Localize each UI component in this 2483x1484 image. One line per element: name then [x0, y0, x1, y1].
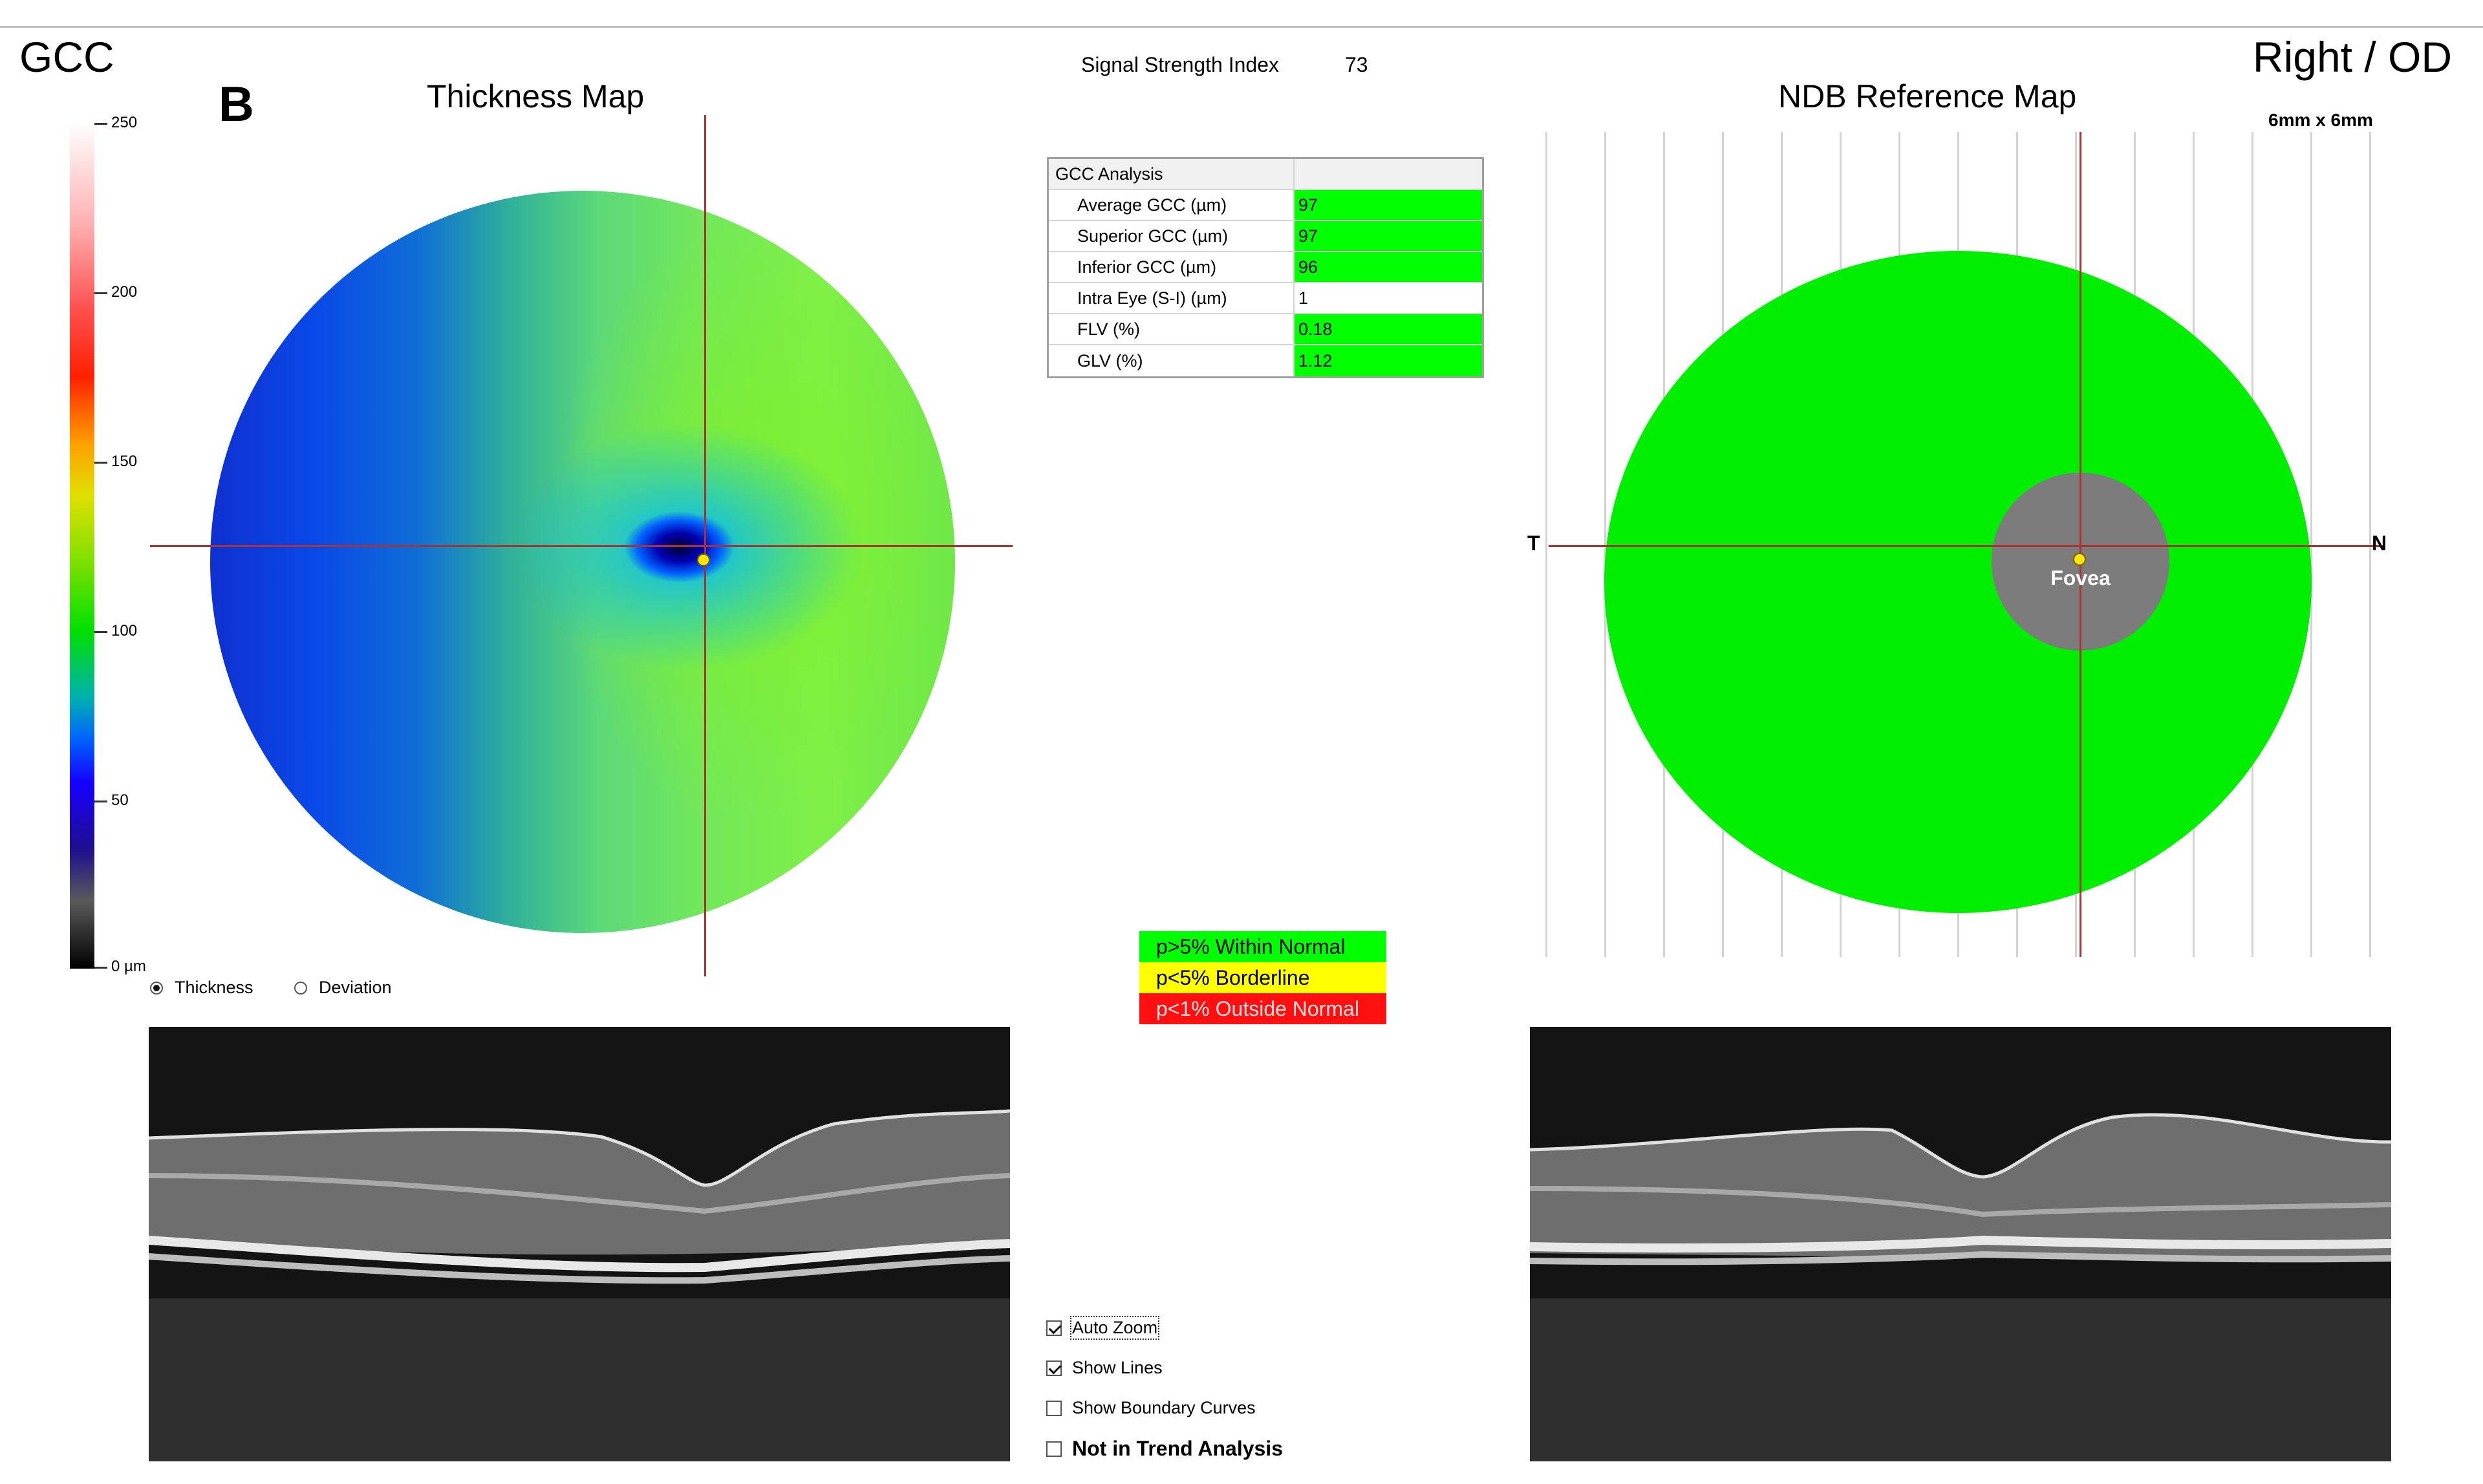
table-row: Intra Eye (S-I) (µm) 1 — [1049, 283, 1482, 314]
deviation-radio-label: Deviation — [319, 978, 392, 997]
row-value: 97 — [1295, 221, 1482, 251]
scale-label: 100 — [111, 622, 138, 640]
crosshair-vertical — [704, 115, 706, 976]
scale-label: 250 — [111, 114, 138, 131]
header-divider — [0, 26, 2483, 28]
thickness-map-title: Thickness Map — [427, 78, 645, 114]
scale-label: 200 — [111, 283, 138, 301]
table-row: Superior GCC (µm) 97 — [1049, 221, 1482, 252]
table-row: FLV (%) 0.18 — [1049, 314, 1482, 345]
crosshair-vertical — [2080, 132, 2081, 957]
radio-indicator[interactable] — [294, 981, 307, 995]
panel-letter: B — [219, 77, 254, 132]
table-header-label: GCC Analysis — [1049, 159, 1295, 189]
radio-indicator[interactable] — [150, 981, 163, 995]
legend-outside-normal: p<1% Outside Normal — [1139, 993, 1386, 1024]
gcc-analysis-table: GCC Analysis Average GCC (µm) 97 Superio… — [1047, 157, 1484, 378]
show-lines-checkbox[interactable]: Show Lines — [1046, 1358, 1163, 1378]
scan-size-label: 6mm x 6mm — [2268, 110, 2373, 130]
checkbox-box[interactable] — [1046, 1320, 1062, 1336]
row-label: Intra Eye (S-I) (µm) — [1049, 283, 1295, 313]
show-boundary-curves-checkbox[interactable]: Show Boundary Curves — [1046, 1398, 1256, 1418]
oct-bscan-vertical[interactable] — [1530, 1027, 2391, 1461]
signal-strength-label: Signal Strength Index — [1081, 53, 1279, 76]
row-label: GLV (%) — [1049, 345, 1295, 376]
scale-label: 150 — [111, 453, 138, 470]
row-label: Inferior GCC (µm) — [1049, 252, 1295, 282]
table-header: GCC Analysis — [1049, 159, 1482, 190]
eye-label: Right / OD — [2252, 33, 2452, 81]
signal-strength-value: 73 — [1345, 53, 1368, 76]
thickness-map[interactable] — [210, 191, 955, 933]
row-label: FLV (%) — [1049, 314, 1295, 344]
scale-label: 0 µm — [111, 958, 146, 975]
thickness-radio[interactable]: Thickness — [150, 978, 253, 998]
scale-label: 50 — [111, 791, 129, 809]
row-value: 97 — [1295, 190, 1482, 220]
auto-zoom-checkbox[interactable]: Auto Zoom — [1046, 1316, 1160, 1340]
auto-zoom-label: Auto Zoom — [1070, 1316, 1160, 1340]
thickness-color-scale — [70, 123, 94, 969]
scale-tick — [94, 631, 107, 633]
show-lines-label: Show Lines — [1072, 1358, 1163, 1377]
legend-borderline: p<5% Borderline — [1139, 962, 1386, 993]
fovea-center-marker — [2073, 553, 2086, 566]
row-label: Average GCC (µm) — [1049, 190, 1295, 220]
table-row: Average GCC (µm) 97 — [1049, 190, 1482, 221]
scale-tick — [94, 292, 107, 294]
ndb-reference-map[interactable] — [1604, 251, 2312, 913]
row-label: Superior GCC (µm) — [1049, 221, 1295, 251]
scale-tick — [94, 462, 107, 464]
checkbox-box[interactable] — [1046, 1441, 1062, 1457]
nasal-label: N — [2372, 532, 2387, 555]
row-value: 1.12 — [1295, 345, 1482, 376]
scale-tick — [94, 967, 107, 969]
scale-tick — [94, 801, 107, 802]
row-value: 0.18 — [1295, 314, 1482, 344]
table-header-value — [1295, 159, 1482, 189]
temporal-label: T — [1527, 532, 1540, 555]
module-title: GCC — [19, 33, 114, 81]
checkbox-box[interactable] — [1046, 1400, 1062, 1416]
fovea-label: Fovea — [2050, 566, 2111, 590]
row-value: 96 — [1295, 252, 1482, 282]
show-boundary-curves-label: Show Boundary Curves — [1072, 1398, 1256, 1417]
scale-tick — [94, 123, 107, 125]
table-row: GLV (%) 1.12 — [1049, 345, 1482, 376]
table-row: Inferior GCC (µm) 96 — [1049, 252, 1482, 283]
deviation-radio[interactable]: Deviation — [294, 978, 392, 998]
checkbox-box[interactable] — [1046, 1360, 1062, 1376]
crosshair-horizontal — [1549, 545, 2385, 547]
row-value: 1 — [1298, 288, 1309, 308]
not-in-trend-analysis-label: Not in Trend Analysis — [1072, 1437, 1283, 1460]
oct-bscan-horizontal[interactable] — [149, 1027, 1010, 1461]
crosshair-horizontal — [150, 545, 1013, 547]
ndb-map-title: NDB Reference Map — [1778, 78, 2077, 114]
not-in-trend-analysis-checkbox[interactable]: Not in Trend Analysis — [1046, 1437, 1283, 1461]
significance-legend: p>5% Within Normal p<5% Borderline p<1% … — [1139, 931, 1386, 1024]
fovea-center-marker — [697, 554, 710, 566]
thickness-radio-label: Thickness — [175, 978, 253, 997]
legend-within-normal: p>5% Within Normal — [1139, 931, 1386, 962]
